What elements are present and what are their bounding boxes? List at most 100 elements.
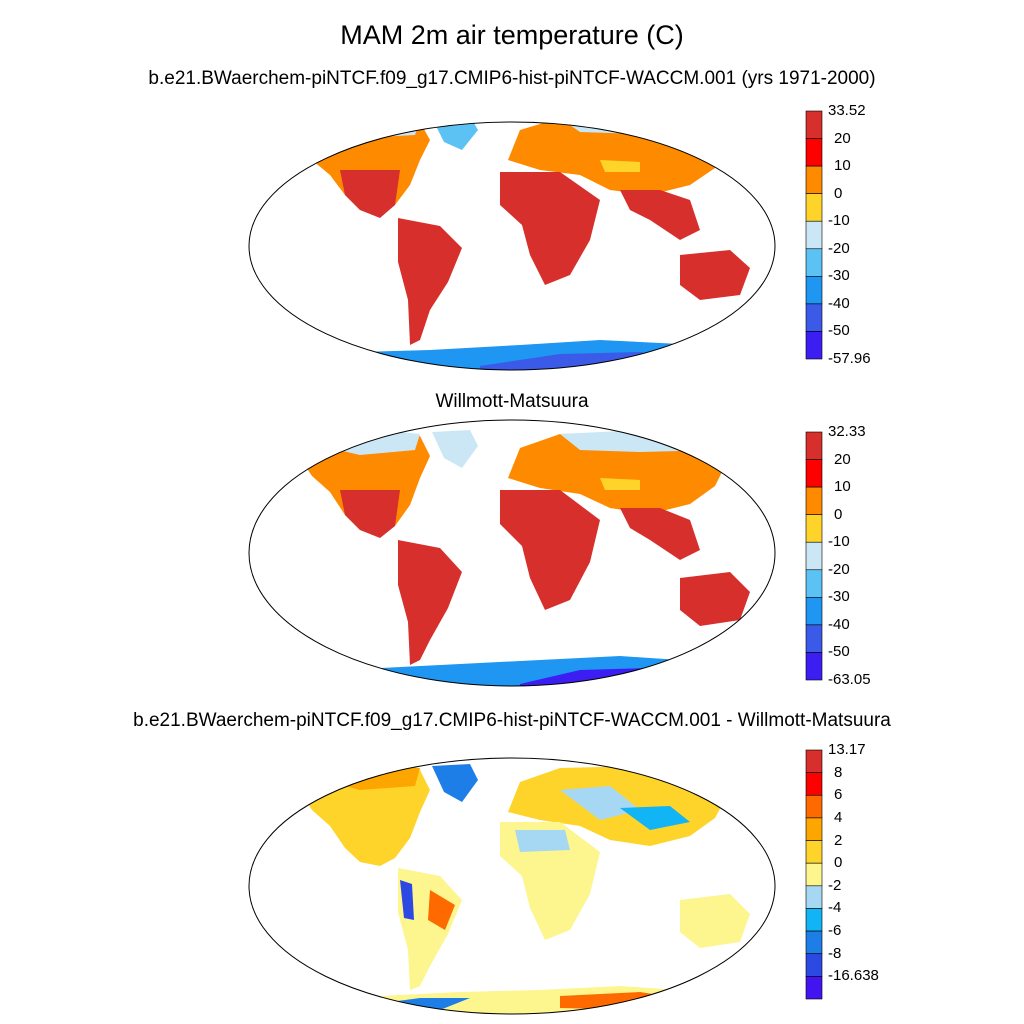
greenland-region: [432, 764, 478, 802]
greenland-region: [432, 122, 478, 150]
colorbar-3-label: 4: [834, 808, 843, 826]
colorbar-2-label: -40: [828, 615, 850, 633]
africa-region: [500, 822, 600, 940]
colorbar-2-swatch: [805, 652, 823, 681]
colorbar-2-label: 0: [834, 505, 843, 523]
colorbar-3-label: 6: [834, 786, 843, 804]
colorbar-1-swatch: [805, 276, 823, 305]
antarctica-interior-cold: [620, 1002, 700, 1014]
north-america-south: [340, 490, 400, 538]
colorbar-1-label: 0: [834, 184, 843, 202]
colorbar-1-swatch: [805, 110, 823, 139]
north-america-arctic: [330, 122, 420, 138]
north-america-south: [340, 170, 400, 218]
north-america-region: [300, 766, 430, 866]
colorbar-3-swatch: [805, 772, 823, 796]
eurasia-region: [508, 432, 730, 514]
colorbar-3-swatch: [805, 862, 823, 887]
colorbar-2-label: 10: [834, 478, 851, 496]
colorbar-1-label: 33.52: [828, 102, 866, 119]
colorbar-2-swatch: [805, 486, 823, 515]
colorbar-1-label: -57.96: [828, 350, 871, 367]
colorbar-2-label: 32.33: [828, 423, 866, 440]
north-america-arctic: [330, 430, 420, 455]
colorbar-2-swatch: [805, 431, 823, 460]
colorbar-2-label: -10: [828, 533, 850, 551]
eurasia-region: [508, 766, 730, 846]
colorbar-2-swatch: [805, 514, 823, 543]
greenland-region: [432, 430, 478, 468]
colorbar-3-label: 13.17: [828, 741, 866, 758]
australia-region: [680, 894, 750, 948]
panel-1-title: b.e21.BWaerchem-piNTCF.f09_g17.CMIP6-his…: [148, 68, 876, 89]
antarctica-region: [340, 656, 710, 686]
colorbar-2-label: -30: [828, 588, 850, 606]
colorbar-3-swatch: [805, 840, 823, 864]
colorbar-1-swatch: [805, 303, 823, 332]
antarctica-coast-cold: [360, 998, 470, 1012]
north-america-region: [300, 432, 430, 536]
colorbar-3-swatch: [805, 794, 823, 819]
antarctica-coast-warm: [560, 992, 690, 1010]
eurasia-region: [508, 122, 730, 195]
colorbar-3-swatch: [805, 953, 823, 977]
antarctica-region: [330, 340, 720, 370]
colorbar-2-label: -50: [828, 643, 850, 661]
colorbar-3-swatch: [805, 976, 823, 1000]
colorbar-3-swatch: [805, 817, 823, 841]
colorbar-2-swatch: [805, 624, 823, 653]
antarctica-region: [340, 986, 712, 1014]
colorbar-3-label: -2: [828, 876, 842, 894]
colorbar-3-label: -6: [828, 922, 842, 940]
eurasia-north: [560, 122, 720, 134]
main-title: MAM 2m air temperature (C): [340, 20, 684, 50]
colorbar-1-swatch: [805, 193, 823, 222]
north-america-region: [300, 122, 430, 215]
colorbar-1-label: -40: [828, 294, 850, 312]
south-asia-region: [620, 508, 700, 560]
panel-3-title: b.e21.BWaerchem-piNTCF.f09_g17.CMIP6-his…: [133, 710, 891, 731]
colorbar-3-swatch: [805, 930, 823, 955]
colorbar-1-swatch: [805, 220, 823, 250]
colorbar-3-swatch: [805, 885, 823, 909]
colorbar-3-label: -4: [828, 899, 842, 917]
colorbar-1-label: 20: [834, 129, 851, 147]
colorbar-1-swatch: [805, 138, 823, 167]
colorbar-2-label: 20: [834, 450, 851, 468]
colorbar-1-label: -20: [828, 239, 850, 257]
siberia-cold: [620, 806, 690, 830]
antarctica-interior: [480, 352, 690, 370]
sahara-cool: [515, 830, 570, 852]
eurasia-cold: [560, 786, 640, 820]
south-america-region: [398, 540, 462, 665]
colorbar-3-swatch: [805, 908, 823, 932]
australia-region: [680, 572, 750, 626]
north-america-north: [330, 764, 420, 790]
colorbar-2-swatch: [805, 459, 823, 488]
colorbar-3-label: 2: [834, 831, 843, 849]
colorbar-1-label: -30: [828, 267, 850, 285]
africa-region: [500, 490, 600, 610]
eurasia-north: [560, 430, 720, 452]
colorbar-1-swatch: [805, 331, 823, 360]
colorbar-1-swatch: [805, 248, 823, 277]
colorbar-1-label: 10: [834, 157, 851, 175]
south-america-region: [398, 218, 462, 345]
tibet-region: [600, 160, 640, 172]
tibet-region: [600, 478, 640, 490]
colorbar-2-label: -63.05: [828, 671, 871, 688]
colorbar-3-label: 0: [834, 854, 843, 872]
south-america-east: [428, 890, 455, 930]
colorbar-2-swatch: [805, 597, 823, 626]
south-asia-region: [620, 190, 700, 240]
colorbar-2-swatch: [805, 541, 823, 571]
colorbar-3-label: -16.638: [828, 967, 879, 985]
colorbar-3-label: -8: [828, 944, 842, 962]
australia-region: [680, 250, 750, 300]
colorbar-3-label: 8: [834, 763, 843, 781]
antarctica-interior: [520, 668, 690, 686]
